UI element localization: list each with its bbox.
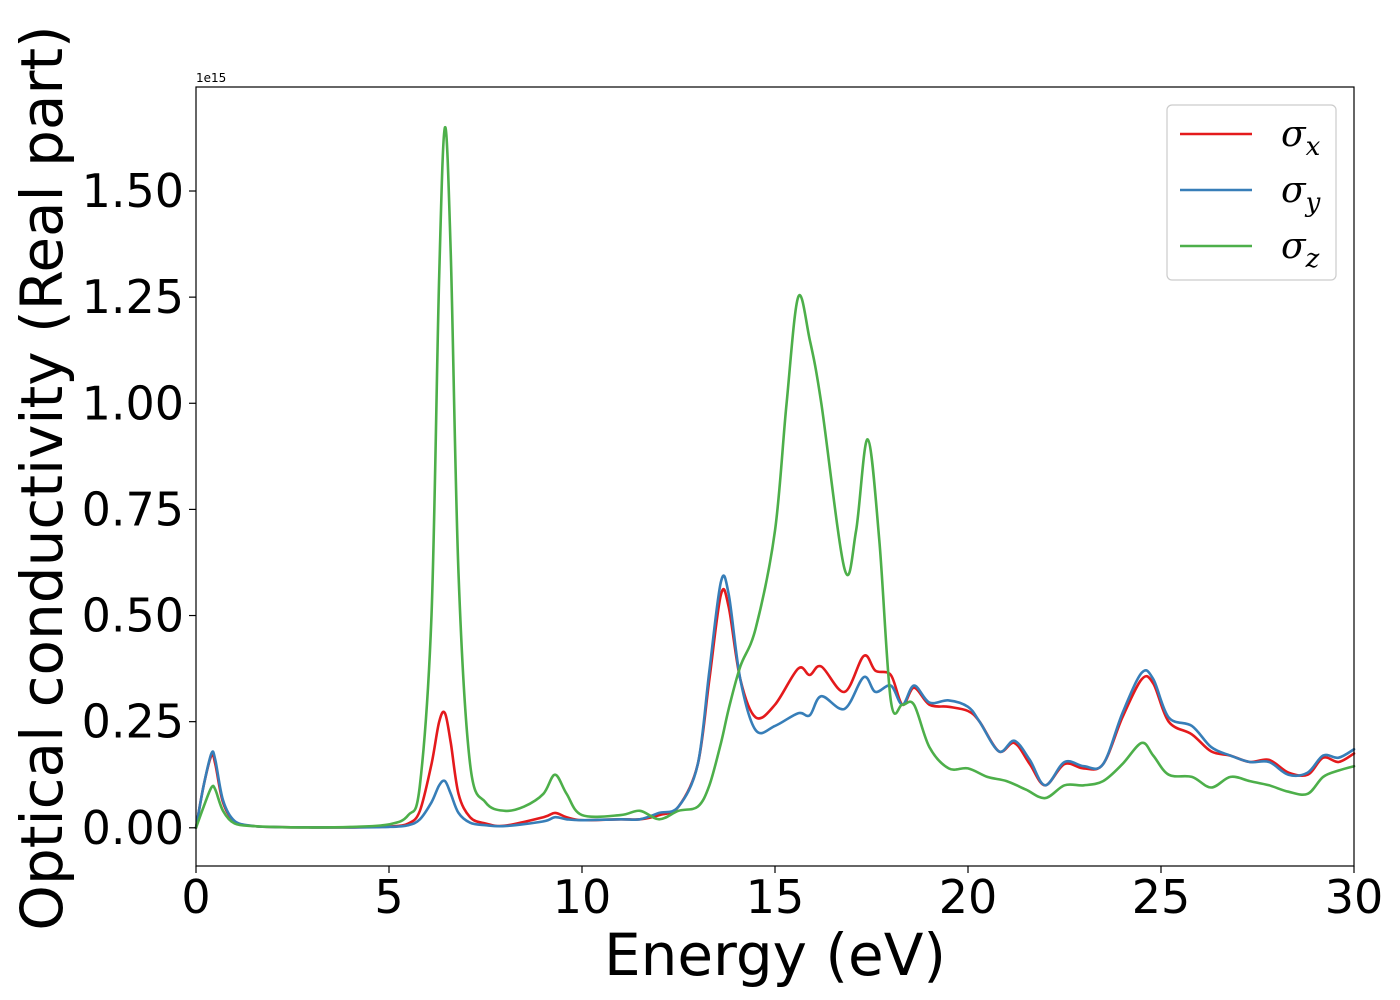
x-tick-label: 25 [1132,870,1191,924]
x-axis-title: Energy (eV) [604,921,946,989]
x-tick-label: 15 [746,870,805,924]
legend-label-y: σy [1281,170,1321,218]
y-tick-label: 0.00 [82,801,184,855]
series-line-z [194,125,1356,830]
legend-label-z: σz [1281,226,1320,274]
series-line-y [194,574,1356,830]
x-tick-label: 20 [939,870,998,924]
legend: σx σy σz [1166,104,1337,281]
x-axis: 0 5 10 15 20 25 30 [181,866,1383,924]
x-tick-label: 10 [553,870,612,924]
y-tick-label: 0.50 [82,589,184,643]
x-tick-label: 5 [374,870,403,924]
y-tick-label: 1.00 [82,376,184,430]
series-line-x [194,587,1356,830]
y-tick-label: 1.50 [82,164,184,218]
y-tick-label: 1.25 [82,270,184,324]
y-tick-label: 0.75 [82,482,184,536]
legend-label-x: σx [1281,114,1321,162]
y-axis: 0.00 0.25 0.50 0.75 1.00 1.25 1.50 [82,164,196,855]
y-axis-title: Optical conductivity (Real part) [8,25,76,930]
series-layer [194,125,1356,830]
y-tick-label: 0.25 [82,695,184,749]
x-tick-label: 30 [1325,870,1384,924]
x-tick-label: 0 [181,870,210,924]
y-offset-label: 1e15 [196,71,226,85]
legend-box [1166,104,1337,281]
